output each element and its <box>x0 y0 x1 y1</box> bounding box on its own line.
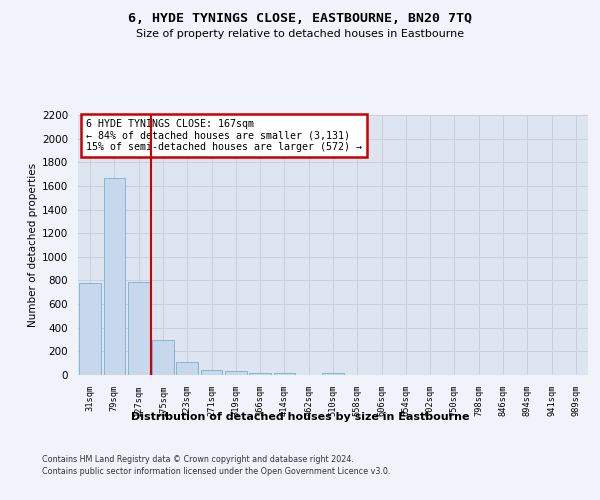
Text: Size of property relative to detached houses in Eastbourne: Size of property relative to detached ho… <box>136 29 464 39</box>
Bar <box>152 340 174 375</box>
Text: 6 HYDE TYNINGS CLOSE: 167sqm
← 84% of detached houses are smaller (3,131)
15% of: 6 HYDE TYNINGS CLOSE: 167sqm ← 84% of de… <box>86 119 362 152</box>
Bar <box>225 372 247 375</box>
Bar <box>79 283 101 375</box>
Bar <box>249 372 271 375</box>
Text: Contains HM Land Registry data © Crown copyright and database right 2024.: Contains HM Land Registry data © Crown c… <box>42 455 354 464</box>
Y-axis label: Number of detached properties: Number of detached properties <box>28 163 38 327</box>
Bar <box>104 178 125 375</box>
Bar <box>274 372 295 375</box>
Bar <box>322 372 344 375</box>
Bar <box>128 282 149 375</box>
Text: 6, HYDE TYNINGS CLOSE, EASTBOURNE, BN20 7TQ: 6, HYDE TYNINGS CLOSE, EASTBOURNE, BN20 … <box>128 12 472 26</box>
Text: Contains public sector information licensed under the Open Government Licence v3: Contains public sector information licen… <box>42 468 391 476</box>
Bar <box>176 362 198 375</box>
Text: Distribution of detached houses by size in Eastbourne: Distribution of detached houses by size … <box>131 412 469 422</box>
Bar <box>200 370 223 375</box>
